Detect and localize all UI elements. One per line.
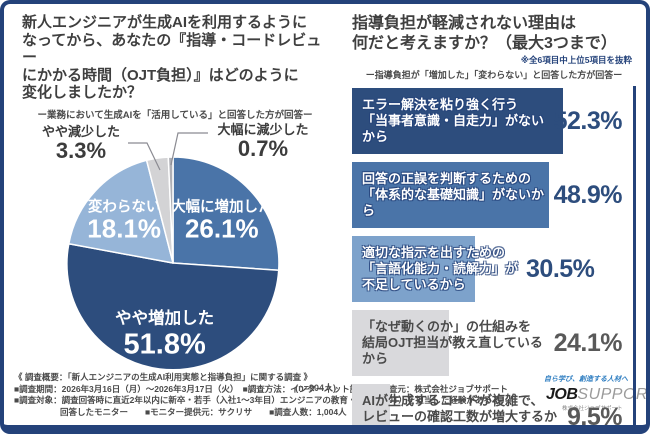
bar-value: 48.9% <box>553 180 623 209</box>
bar-fill <box>352 384 391 425</box>
bar-fill <box>352 88 563 154</box>
pie-slice <box>172 155 280 271</box>
bar-value: 9.5% <box>567 402 622 431</box>
pie-panel-title: 新人エンジニアが生成AIを利用するように なってから、あなたの『指導・コードレビ… <box>22 14 322 101</box>
logo-tagline: 自ら学び、創造する人材へ <box>544 376 628 383</box>
chart-axis-line <box>633 86 636 425</box>
pie-label-oohaba-genshou: 大幅に減少した 0.7% <box>200 121 326 161</box>
bar-fill <box>352 162 549 228</box>
bar-list: エラー解決を粘り強く行う 「当事者意識・自走力」がないから 52.3% 回答の正誤を… <box>352 88 623 434</box>
pie-label-yaya-genshou: やや減少した 3.3% <box>20 123 142 163</box>
survey-line: 回答したモニター ■モニター提供元：サクリサ ■調査人数：1,004人 <box>60 406 347 417</box>
bar-value: 52.3% <box>553 106 623 135</box>
pie-label-name: やや減少した <box>41 123 120 139</box>
bar-label: エラー解決を粘り強く行う 「当事者意識・自走力」がないから <box>362 97 545 144</box>
pie-label-value: 0.7% <box>237 135 289 161</box>
pie-chart: 大幅に増加した 26.1% やや増加した 51.8% 変わらない 18.1% やや減少した… <box>14 121 336 379</box>
pie-sample-size: (n=904人) <box>295 382 336 393</box>
logo-brand: JOB SUPPORT <box>544 385 646 405</box>
jobsupport-logo: 自ら学び、創造する人材へ JOB SUPPORT 株式会社ジョブサポート <box>544 372 646 412</box>
survey-line: ■調査対象：調査回答時に直近2年以内に新卒・若手（入社1～3年目）エンジニアの教… <box>14 395 501 405</box>
pie-inside-label: 大幅に増加した 26.1% <box>171 197 273 243</box>
survey-line: 《 調査概要：「新人エンジニアの生成AI利用実態と指導負担」に関する調査 》 <box>14 372 312 382</box>
logo-text-job: JOB <box>546 386 578 403</box>
survey-line: ■調査期間：2026年3月16日（月）～2026年3月17日（火） ■調査方法：… <box>14 383 508 394</box>
pie-slice <box>68 159 174 264</box>
logo-company-name: 株式会社ジョブサポート <box>562 406 623 412</box>
bar-value: 24.1% <box>553 328 623 357</box>
pie-leader-line <box>128 141 161 170</box>
bar-row: エラー解決を粘り強く行う 「当事者意識・自走力」がないから 52.3% <box>352 88 623 154</box>
bar-row: 回答の正誤を判断するための 「体系的な基礎知識」がないから 48.9% <box>352 162 623 228</box>
bar-value: 30.5% <box>526 254 595 283</box>
bar-chart: エラー解決を粘り強く行う 「当事者意識・自走力」がないから 52.3% 回答の正誤を… <box>352 86 636 434</box>
pie-panel-subtitle: ー業務において生成AIを「活用している」と回答した方が回答ー <box>37 109 313 121</box>
bar-panel: 指導負担が軽減されない理由は 何だと考えますか？（最大3つまで） ※全6項目中上… <box>336 4 646 425</box>
logo-text-support: SUPPORT <box>577 386 650 403</box>
chart-columns: 新人エンジニアが生成AIを利用するように なってから、あなたの『指導・コードレビ… <box>4 4 646 425</box>
footer: 《 調査概要：「新人エンジニアの生成AI利用実態と指導負担」に関する調査 》 ■… <box>4 370 646 418</box>
bar-label: 適切な指示を出すための 「言語化能力・読解力」が 不足しているから <box>362 245 519 292</box>
pie-label-value: 3.3% <box>55 137 107 163</box>
bar-fill <box>352 236 475 302</box>
bar-row: AIが生成するコードが複雑で、 レビューの確認工数が増大するから 9.5% <box>352 384 622 434</box>
bar-label: 回答の正誤を判断するための 「体系的な基礎知識」がないから <box>362 171 545 218</box>
bar-fill <box>352 310 449 376</box>
pie-inside-label: やや増加した 51.8% <box>115 307 214 360</box>
survey-overview: 《 調査概要：「新人エンジニアの生成AI利用実態と指導負担」に関する調査 》 ■… <box>14 372 544 418</box>
bar-label: AIが生成するコードが複雑で、 レビューの確認工数が増大するから <box>362 393 558 434</box>
bar-panel-subtitle: ー指導負担が「増加した」「変わらない」と回答した方が回答ー <box>365 70 623 80</box>
bar-row: 「なぜ動くのか」の仕組みを 結局OJT担当が教え直しているから 24.1% <box>352 310 623 376</box>
pie-slice <box>66 242 280 371</box>
pie-leader-line <box>170 131 208 165</box>
pie-label-name: 大幅に減少した <box>217 121 309 137</box>
bar-label: 「なぜ動くのか」の仕組みを 結局OJT担当が教え直しているから <box>362 319 543 366</box>
bar-panel-title: 指導負担が軽減されない理由は 何だと考えますか？（最大3つまで） <box>352 15 617 52</box>
pie-svg: 大幅に増加した 26.1% やや増加した 51.8% 変わらない 18.1% <box>66 131 280 371</box>
pie-panel: 新人エンジニアが生成AIを利用するように なってから、あなたの『指導・コードレビ… <box>4 4 336 393</box>
bar-row: 適切な指示を出すための 「言語化能力・読解力」が 不足しているから 30.5% <box>352 236 622 302</box>
bar-panel-note: ※全6項目中上位5項目を抜粋 <box>520 55 632 65</box>
pie-inside-label: 変わらない 18.1% <box>87 197 161 243</box>
